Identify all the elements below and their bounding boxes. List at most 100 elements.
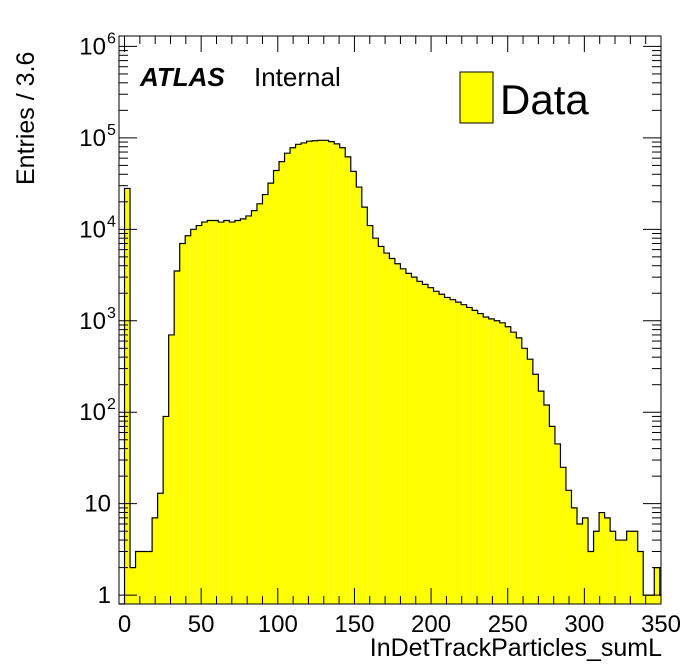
histogram-outline (119, 139, 661, 605)
histogram-bar (560, 467, 566, 604)
histogram-bar (317, 140, 324, 604)
x-tick-label: 100 (258, 611, 298, 638)
histogram-bar (450, 299, 456, 604)
histogram-bar (610, 531, 616, 604)
histogram-bar (565, 490, 572, 604)
histogram-bar (334, 143, 340, 604)
histogram-bar (389, 258, 395, 604)
histogram-bar (648, 595, 655, 604)
y-tick-label: 10 (79, 399, 106, 426)
y-tick-label: 10 (79, 308, 106, 335)
x-tick-label: 50 (188, 611, 215, 638)
histogram-bar (416, 281, 423, 604)
y-tick-label: 1 (98, 582, 111, 609)
histogram-bar (439, 294, 445, 604)
histogram-bar (345, 156, 351, 604)
histogram-bar (339, 147, 346, 604)
histogram-bar (604, 517, 611, 604)
histogram-bar (466, 307, 473, 604)
histogram-bar (516, 337, 522, 604)
histogram-bar (284, 153, 291, 604)
histogram-bar (571, 507, 578, 604)
histogram-bar (632, 531, 638, 604)
x-axis-title: InDetTrackParticles_sumL (370, 634, 662, 662)
histogram-bar (295, 144, 302, 604)
y-axis-title: Entries / 3.6 (12, 52, 40, 185)
histogram-bar (400, 268, 406, 604)
histogram-bar (301, 142, 307, 604)
histogram-bar (207, 220, 213, 604)
histogram-bar (256, 203, 263, 605)
histogram-bar (328, 141, 335, 605)
histogram-bar (488, 318, 495, 604)
y-tick-label: 10 (79, 216, 106, 243)
histogram-bar (405, 273, 412, 604)
histogram-bar (428, 287, 434, 604)
histogram-bar (582, 517, 589, 604)
histogram-bar (223, 220, 230, 604)
histogram-bar (152, 517, 158, 604)
plot-frame (118, 35, 662, 605)
histogram-bar (262, 194, 268, 604)
histogram-bar (494, 320, 500, 604)
histogram-bar (323, 140, 329, 604)
histogram-bar (444, 297, 451, 604)
histogram-bar (615, 540, 622, 604)
histogram-bar (196, 225, 202, 604)
y-tick-label-exponent: 6 (107, 30, 116, 47)
y-tick-label-exponent: 3 (107, 305, 116, 322)
histogram-bar (135, 551, 142, 604)
histogram-bar (290, 147, 296, 604)
x-tick-label: 350 (641, 611, 681, 638)
histogram-bar (477, 313, 484, 604)
histogram-bar (185, 235, 191, 605)
histogram-bar (411, 277, 417, 604)
histogram-bar (422, 284, 429, 604)
x-tick-label: 150 (334, 611, 374, 638)
histogram-bar (251, 210, 257, 604)
histogram-bar (267, 183, 274, 605)
histogram-bar (141, 551, 147, 604)
histogram-bar (179, 243, 186, 604)
histogram-bar (130, 567, 136, 604)
histogram-bar (599, 512, 605, 604)
histogram-bar (124, 188, 131, 605)
histogram-bar (593, 531, 600, 604)
x-tick-label: 250 (488, 611, 528, 638)
histogram-bar (174, 271, 180, 604)
x-tick-label: 300 (564, 611, 604, 638)
histogram-bar (455, 302, 462, 604)
histogram-bar (532, 374, 539, 604)
y-tick-label-exponent: 4 (107, 213, 116, 230)
histogram-bar (240, 218, 246, 604)
histogram-bar (190, 229, 197, 605)
histogram-bar (146, 551, 153, 604)
histogram-bar (549, 426, 555, 604)
histogram-bar (461, 304, 467, 604)
histogram-bar (234, 220, 241, 604)
internal-label: Internal (254, 62, 341, 92)
histogram-bar (273, 170, 280, 604)
legend-swatch (459, 71, 494, 124)
histogram-bar (499, 322, 506, 604)
histogram-bar (383, 253, 390, 604)
histogram-bars (119, 139, 661, 605)
histogram-bar (588, 551, 594, 604)
histogram-bar (168, 334, 175, 604)
histogram-bar (157, 493, 164, 604)
x-tick-label: 200 (411, 611, 451, 638)
histogram-bar (505, 326, 511, 604)
histogram-bar (621, 540, 627, 604)
y-tick-label-exponent: 2 (107, 396, 116, 413)
histogram-bar (372, 238, 379, 604)
histogram-bar (218, 222, 224, 604)
histogram-bar (483, 316, 489, 604)
histogram-bar (350, 171, 357, 604)
histogram-bar (538, 391, 544, 604)
histogram-bar (527, 359, 533, 604)
axes (118, 35, 662, 605)
atlas-label: ATLAS (139, 62, 225, 92)
histogram-bar (433, 291, 440, 604)
histogram-bar (245, 215, 252, 604)
